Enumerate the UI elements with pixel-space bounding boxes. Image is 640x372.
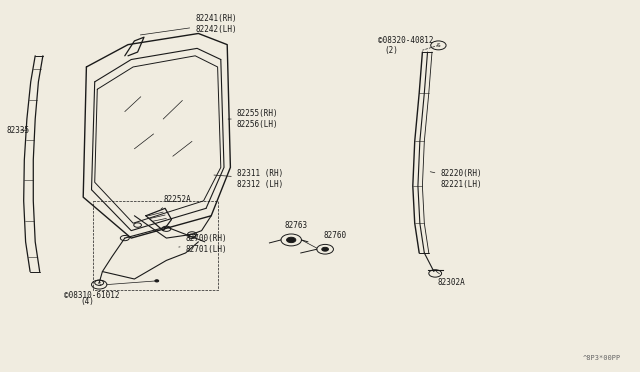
- Circle shape: [287, 237, 296, 243]
- Text: 82763: 82763: [285, 221, 308, 230]
- Text: 82335: 82335: [6, 126, 29, 135]
- Text: 82252A: 82252A: [161, 195, 191, 209]
- Text: S: S: [436, 43, 440, 48]
- Circle shape: [322, 247, 328, 251]
- Text: 82255(RH)
82256(LH): 82255(RH) 82256(LH): [228, 109, 278, 129]
- Text: ^8P3*00PP: ^8P3*00PP: [582, 355, 621, 361]
- Text: (2): (2): [384, 46, 398, 55]
- Text: 82760: 82760: [323, 231, 346, 240]
- Text: ©08320-40812: ©08320-40812: [378, 36, 433, 45]
- Text: 82700(RH)
82701(LH): 82700(RH) 82701(LH): [179, 234, 227, 254]
- Text: 82241(RH)
82242(LH): 82241(RH) 82242(LH): [140, 14, 237, 35]
- Text: 82220(RH)
82221(LH): 82220(RH) 82221(LH): [430, 169, 482, 189]
- Text: 82302A: 82302A: [436, 271, 465, 287]
- Text: (4): (4): [80, 297, 94, 306]
- Text: S: S: [97, 282, 101, 287]
- Circle shape: [155, 280, 159, 282]
- Text: ©08310-61012: ©08310-61012: [64, 291, 120, 300]
- Text: 82311 (RH)
82312 (LH): 82311 (RH) 82312 (LH): [214, 169, 283, 189]
